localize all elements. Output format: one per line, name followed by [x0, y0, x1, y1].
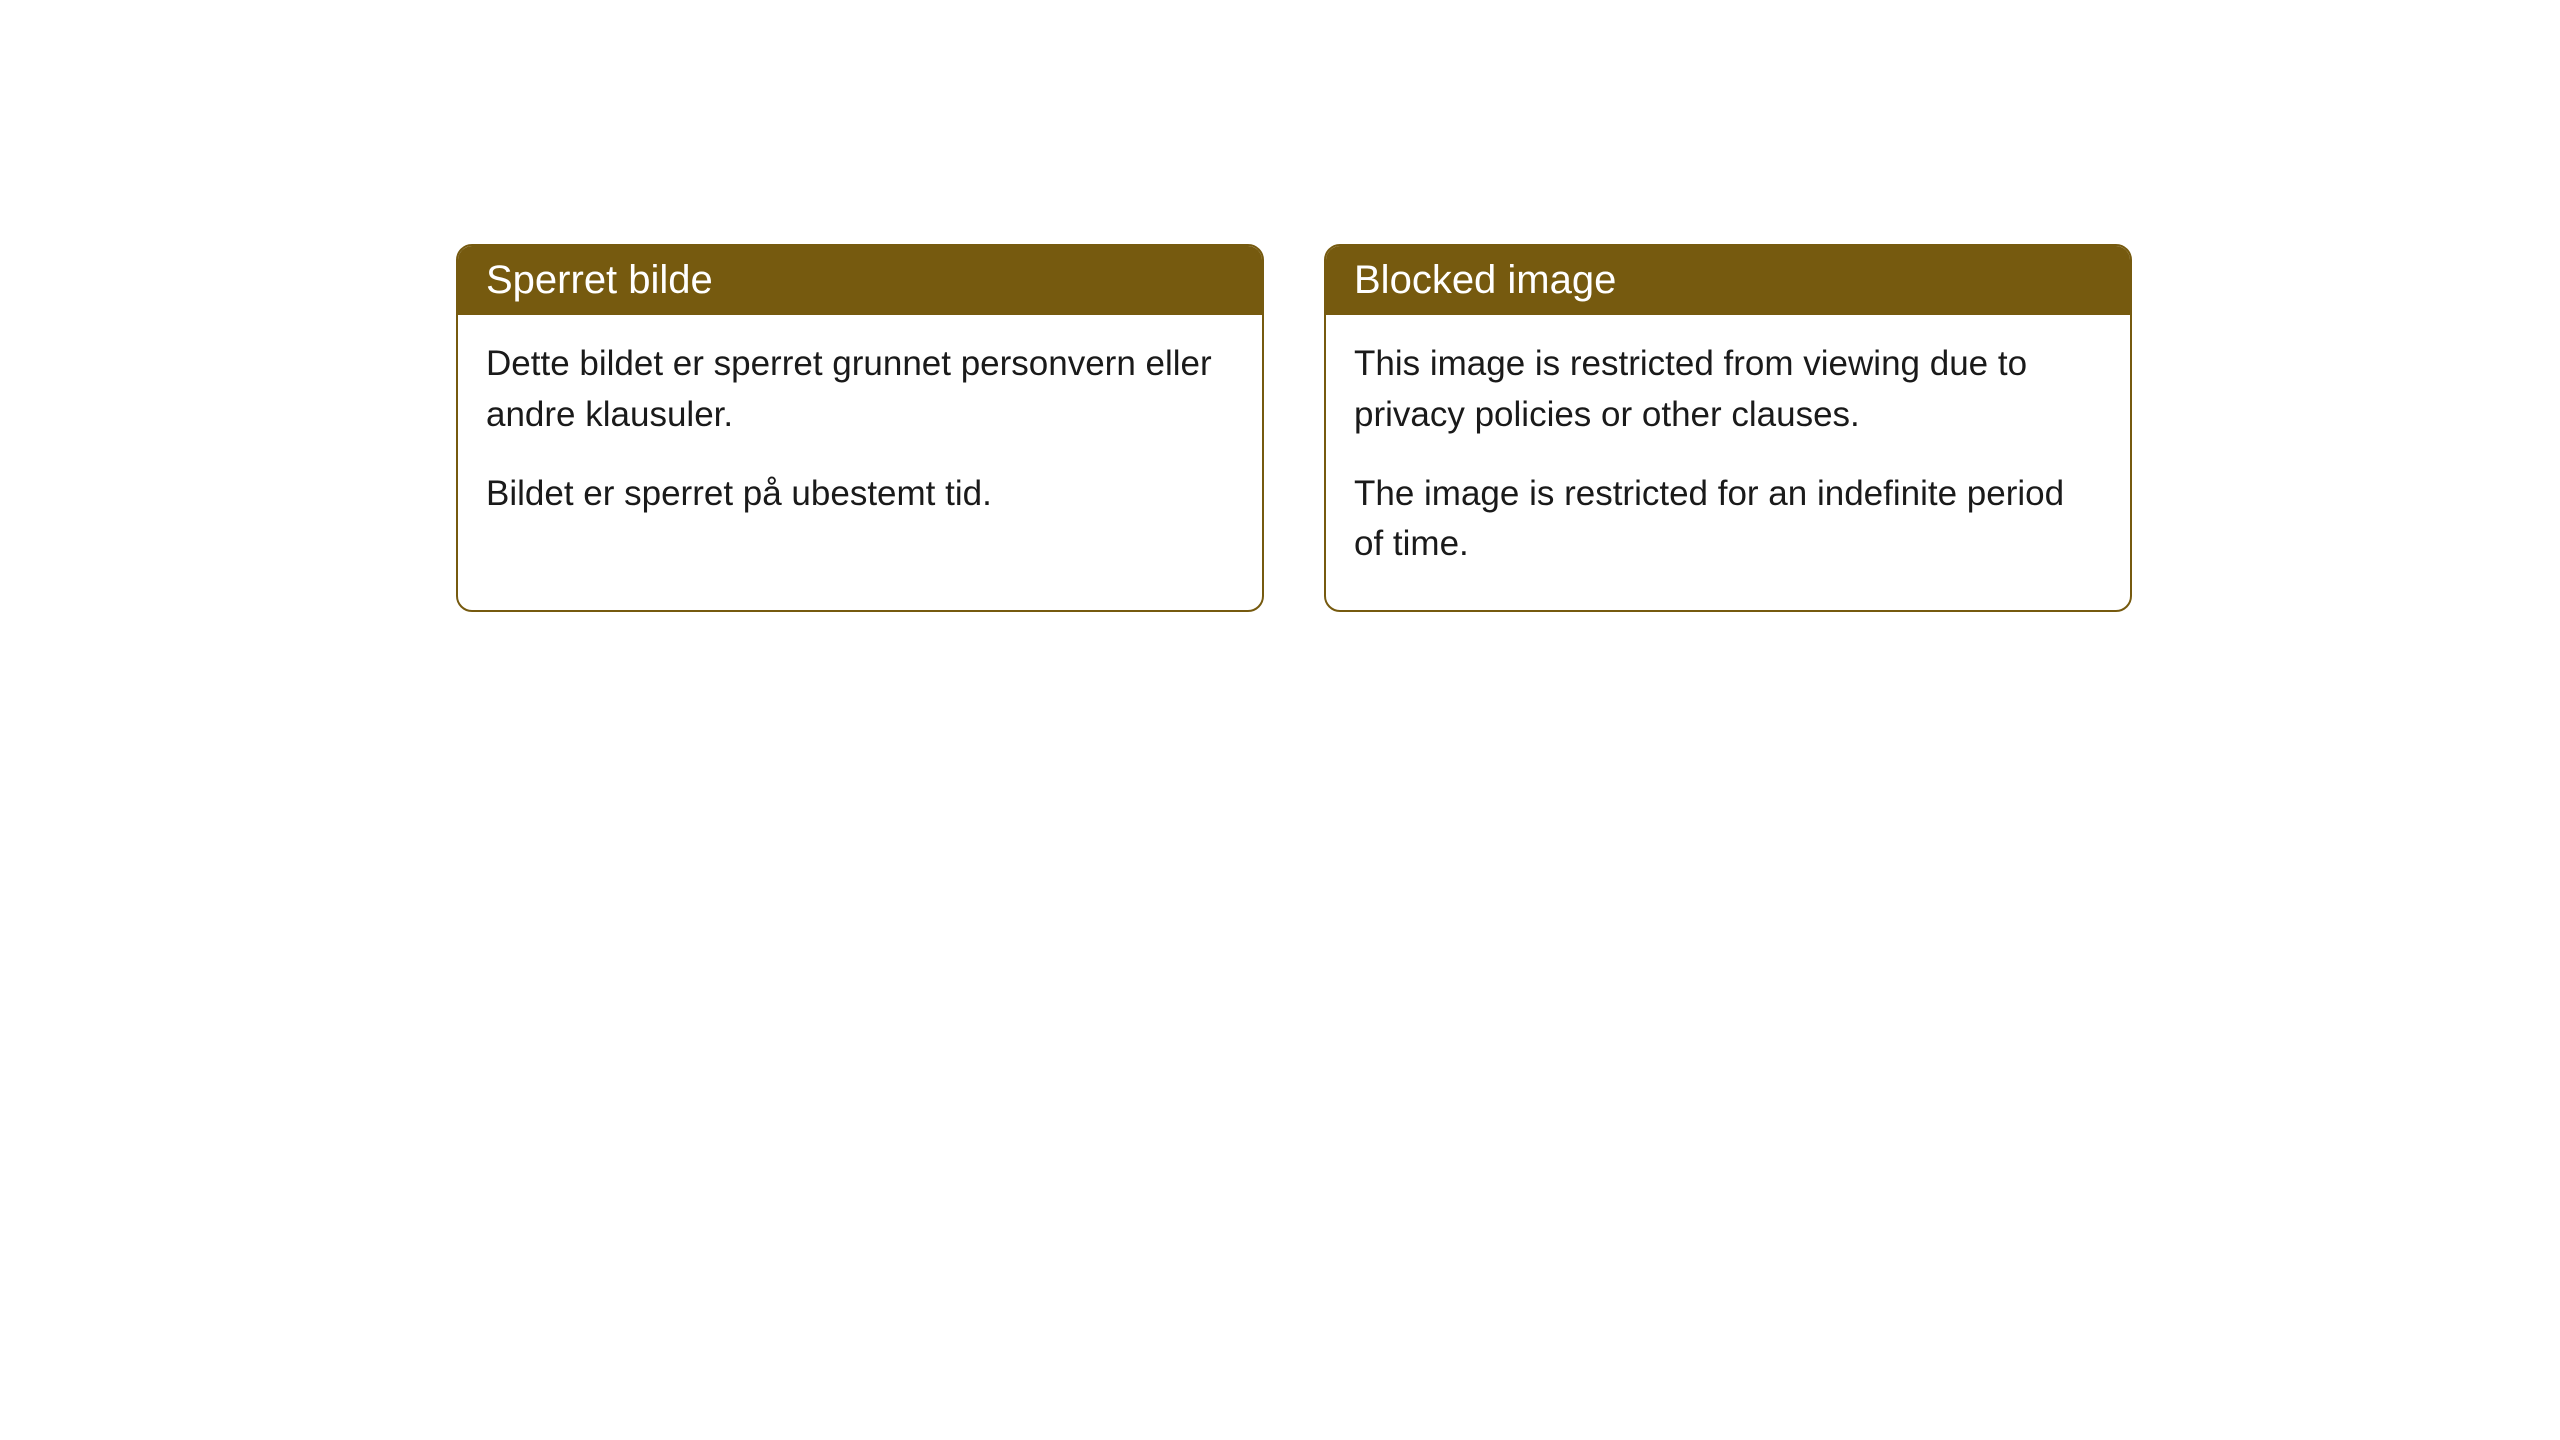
card-body-english: This image is restricted from viewing du…: [1326, 315, 2130, 610]
card-paragraph-2: Bildet er sperret på ubestemt tid.: [486, 469, 1234, 520]
card-header-english: Blocked image: [1326, 246, 2130, 315]
blocked-image-card-norwegian: Sperret bilde Dette bildet er sperret gr…: [456, 244, 1264, 612]
blocked-image-card-english: Blocked image This image is restricted f…: [1324, 244, 2132, 612]
notice-cards-container: Sperret bilde Dette bildet er sperret gr…: [456, 244, 2132, 612]
card-body-norwegian: Dette bildet er sperret grunnet personve…: [458, 315, 1262, 559]
card-title: Blocked image: [1354, 258, 1616, 302]
card-paragraph-1: Dette bildet er sperret grunnet personve…: [486, 339, 1234, 441]
card-paragraph-2: The image is restricted for an indefinit…: [1354, 469, 2102, 571]
card-paragraph-1: This image is restricted from viewing du…: [1354, 339, 2102, 441]
card-header-norwegian: Sperret bilde: [458, 246, 1262, 315]
card-title: Sperret bilde: [486, 258, 713, 302]
